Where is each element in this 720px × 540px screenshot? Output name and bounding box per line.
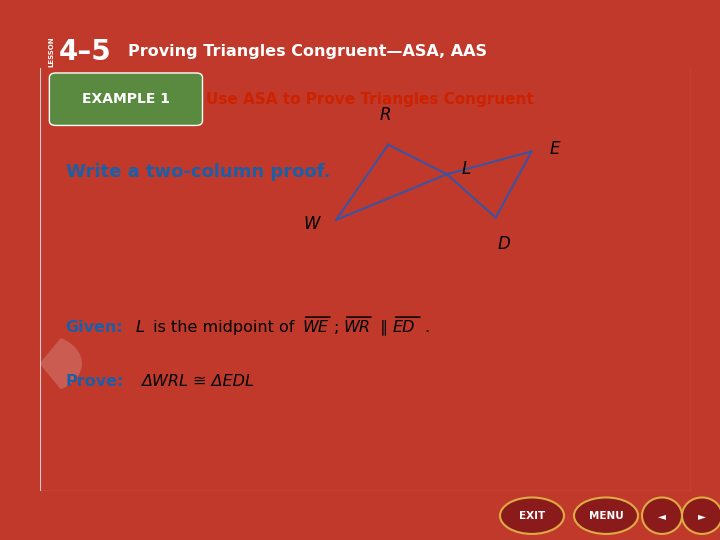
- Text: ;: ;: [334, 320, 340, 335]
- FancyBboxPatch shape: [50, 73, 202, 125]
- Bar: [40, 35, 691, 69]
- Wedge shape: [40, 338, 82, 389]
- Text: E: E: [550, 140, 560, 158]
- Ellipse shape: [500, 497, 564, 534]
- Text: Given:: Given:: [66, 320, 123, 335]
- Text: R: R: [379, 106, 391, 124]
- Text: .: .: [424, 320, 429, 335]
- Text: 4–5: 4–5: [59, 38, 112, 66]
- Text: ∥: ∥: [375, 319, 393, 335]
- Text: WE: WE: [303, 320, 329, 335]
- Text: D: D: [498, 235, 510, 253]
- Text: ►: ►: [698, 511, 706, 521]
- Text: Write a two-column proof.: Write a two-column proof.: [66, 163, 330, 181]
- Ellipse shape: [642, 497, 682, 534]
- Text: WR: WR: [344, 320, 371, 335]
- Text: is the midpoint of: is the midpoint of: [148, 320, 300, 335]
- Text: Proving Triangles Congruent—ASA, AAS: Proving Triangles Congruent—ASA, AAS: [127, 44, 487, 59]
- Text: Use ASA to Prove Triangles Congruent: Use ASA to Prove Triangles Congruent: [206, 92, 534, 107]
- Text: ΔWRL ≅ ΔEDL: ΔWRL ≅ ΔEDL: [140, 374, 253, 389]
- Text: EXIT: EXIT: [519, 511, 545, 521]
- Text: MENU: MENU: [589, 511, 624, 521]
- Text: LESSON: LESSON: [48, 36, 54, 67]
- Text: L: L: [462, 160, 470, 178]
- Text: Prove:: Prove:: [66, 374, 124, 389]
- Text: ◄: ◄: [658, 511, 666, 521]
- Ellipse shape: [682, 497, 720, 534]
- Text: EXAMPLE 1: EXAMPLE 1: [82, 92, 170, 106]
- Ellipse shape: [574, 497, 638, 534]
- Text: L: L: [136, 320, 145, 335]
- Text: W: W: [303, 214, 320, 233]
- Text: ED: ED: [393, 320, 415, 335]
